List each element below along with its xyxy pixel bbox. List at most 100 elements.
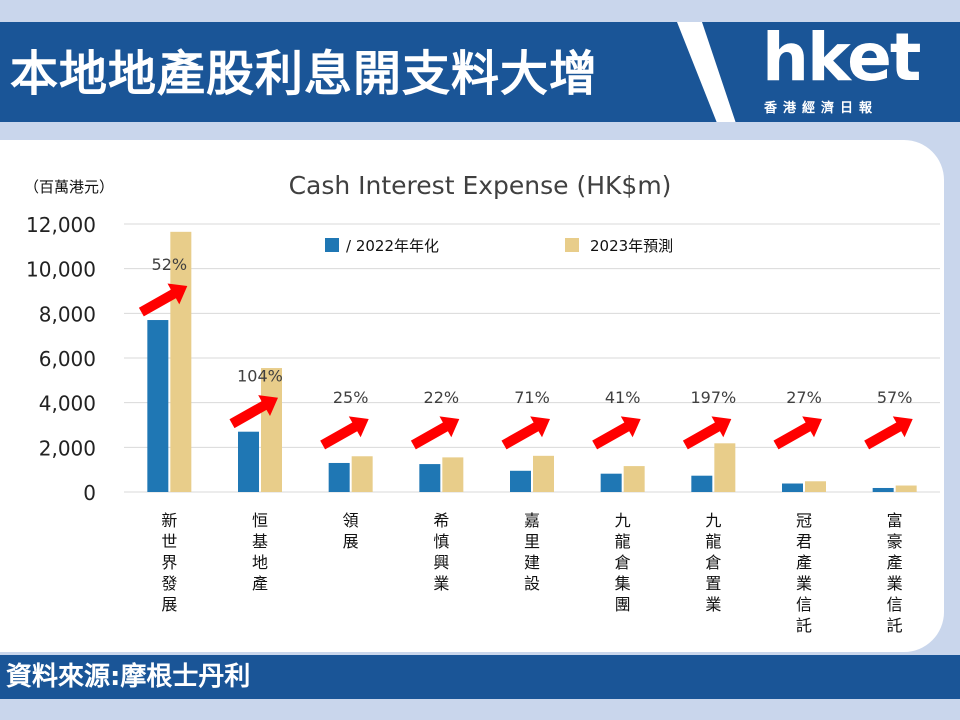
bar-2023 [714,443,736,492]
category-label-char: 設 [524,574,540,593]
bar-2023 [261,368,282,492]
category-label-char: 業 [887,574,903,593]
bar-2023 [623,466,645,492]
category-label-char: 置 [705,574,721,593]
hket-logo: hket [762,19,921,96]
category-label-char: 冠 [796,511,812,530]
legend-label-2023: 2023年預測 [590,237,673,255]
category-label-char: 業 [796,574,812,593]
chart: 0 2,000 4,000 6,000 8,000 10,000 12,000 Cash In… [24,171,940,635]
growth-label: 25% [333,388,369,407]
growth-label: 104% [237,367,283,386]
bar-2023 [805,481,826,492]
category-label-char: 慎 [433,532,449,551]
growth-arrow [592,416,641,450]
bar-2023 [351,456,373,492]
category-label-char: 希 [433,511,449,530]
category-label-char: 龍 [705,532,721,551]
growth-arrow [229,395,278,429]
y-tick-label: 12,000 [26,213,96,237]
growth-label: 71% [514,388,550,407]
category-label-char: 倉 [615,553,631,572]
growth-arrow [682,416,732,450]
footer-bar: 資料來源:摩根士丹利 [0,655,960,699]
category-label-char: 世 [161,532,177,551]
category-label-char: 業 [433,574,449,593]
category-label-char: 豪 [887,532,903,551]
category-label-char: 君 [796,532,812,551]
growth-label: 41% [605,388,641,407]
growth-label: 57% [877,388,913,407]
growth-label: 52% [152,255,188,274]
y-tick-label: 0 [83,481,96,505]
category-label-char: 團 [615,595,631,614]
legend-swatch-2023 [565,238,579,252]
growth-arrow [773,416,822,450]
bar-2022 [147,320,169,492]
category-label-char: 產 [796,553,812,572]
growth-arrow [501,416,550,450]
category-label-char: 業 [705,595,721,614]
bar-2022 [419,464,441,492]
category-label-char: 託 [796,616,812,635]
category-label-char: 里 [524,532,540,551]
y-tick-label: 8,000 [39,302,96,326]
category-label-char: 界 [161,553,177,572]
bar-2022 [510,470,531,492]
bar-2022 [600,473,622,492]
category-label-char: 集 [615,574,631,593]
category-label: 新世界發展 [161,511,177,614]
category-label-char: 領 [343,511,359,530]
growth-arrow [320,416,369,450]
bar-2023 [895,485,917,492]
category-label: 恒基地產 [252,511,268,593]
logo-background [702,22,960,122]
growth-arrow [410,416,460,450]
legend-label-2022: / 2022年年化 [346,237,439,255]
category-label-char: 興 [433,553,449,572]
category-label-char: 信 [796,595,812,614]
category-label-char: 地 [252,553,268,572]
category-label: 領展 [343,511,359,551]
chart-panel: 0 2,000 4,000 6,000 8,000 10,000 12,000 Cash In… [0,140,944,652]
category-label-char: 信 [887,595,903,614]
category-label-char: 嘉 [524,511,540,530]
category-label-char: 建 [524,553,540,572]
bar-2022 [782,483,803,492]
category-label-char: 基 [252,532,268,551]
category-label-char: 龍 [615,532,631,551]
category-label: 嘉里建設 [524,511,540,593]
category-label-char: 展 [161,595,177,614]
category-label-char: 倉 [705,553,721,572]
category-label-char: 發 [161,574,177,593]
category-label-char: 富 [887,511,903,530]
bar-2022 [691,475,713,492]
category-label-char: 九 [705,511,721,530]
y-unit-label: （百萬港元） [24,178,114,196]
category-label-char: 產 [252,574,268,593]
bar-2022 [872,487,894,492]
legend-swatch-2022 [325,238,339,252]
category-label-char: 新 [161,511,177,530]
bar-2022 [328,462,350,492]
category-label: 冠君產業信託 [796,511,812,635]
category-label-char: 展 [343,532,359,551]
y-tick-label: 6,000 [39,347,96,371]
category-label: 九龍倉集團 [615,511,631,614]
category-label-char: 九 [615,511,631,530]
growth-arrow [138,283,188,317]
growth-label: 197% [690,388,736,407]
bar-2023 [442,457,464,492]
growth-label: 27% [786,388,822,407]
page-title: 本地地產股利息開支料大增 [10,46,599,102]
logo-subtitle: 香港經濟日報 [764,101,879,116]
category-label-char: 產 [887,553,903,572]
category-label: 九龍倉置業 [705,511,721,614]
chart-title: Cash Interest Expense (HK$m) [289,171,672,200]
category-label: 希慎興業 [433,511,449,593]
category-label-char: 託 [887,616,903,635]
category-label-char: 恒 [252,511,268,530]
bar-2022 [238,431,259,492]
y-tick-label: 2,000 [39,436,96,460]
bar-2023 [533,455,554,492]
